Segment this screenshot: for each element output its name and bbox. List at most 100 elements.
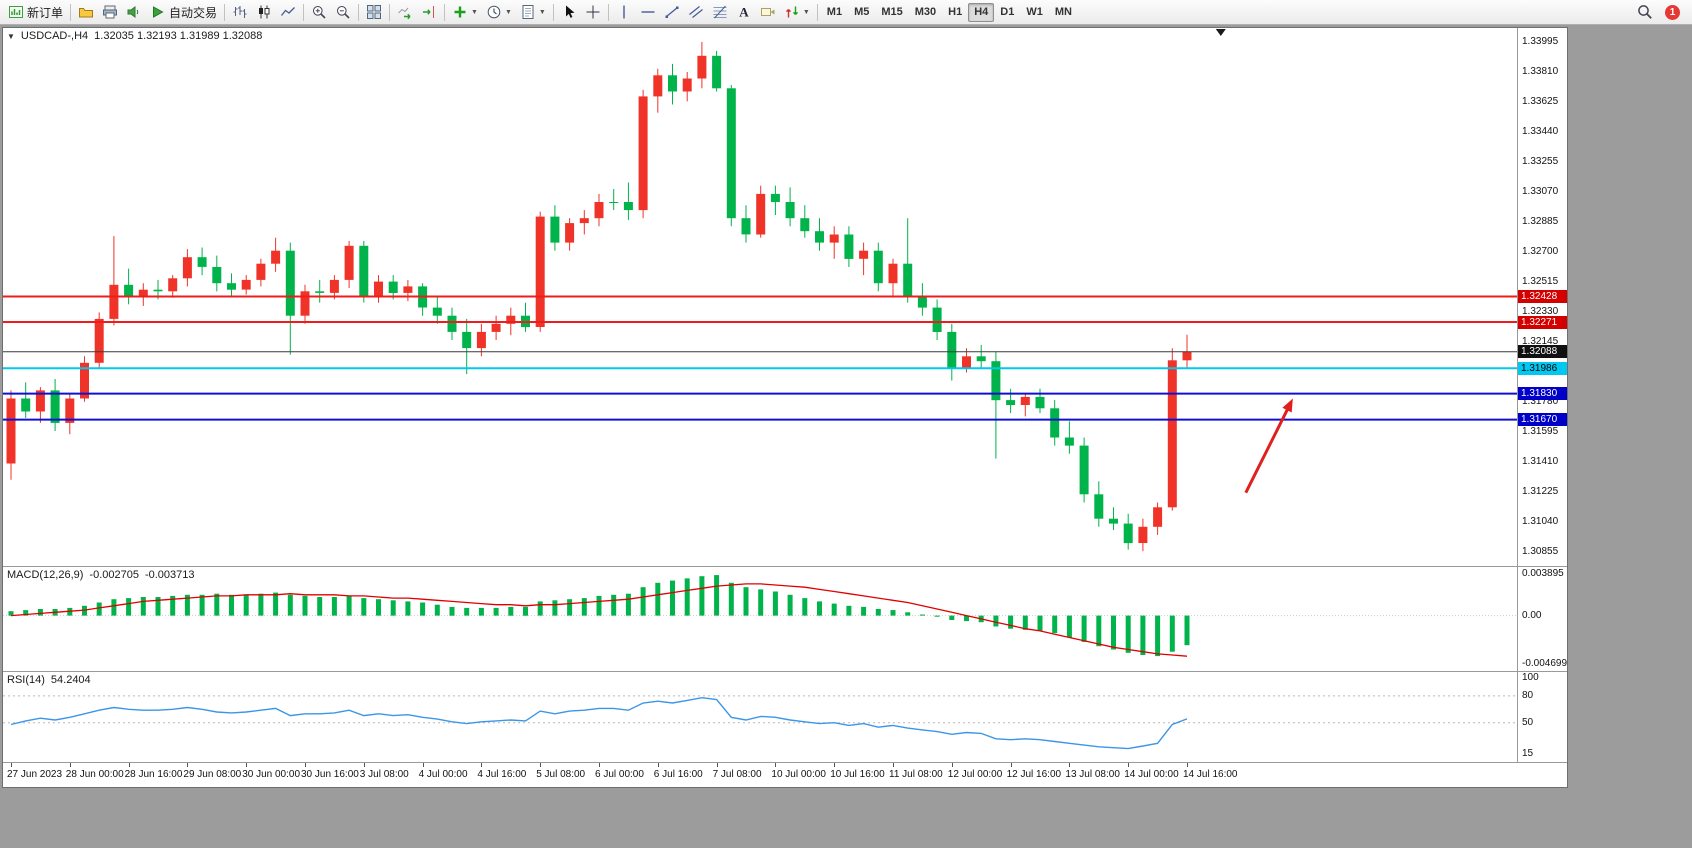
candle-body <box>1167 360 1177 508</box>
time-axis-label: 7 Jul 08:00 <box>712 769 762 780</box>
tile-windows-button[interactable] <box>362 2 386 23</box>
new-order-button[interactable]: 新订单 <box>4 2 67 23</box>
label_icon-icon <box>760 8 775 16</box>
macd-panel[interactable]: MACD(12,26,9) -0.002705 -0.003713 <box>3 567 1517 671</box>
macd-histogram-bar <box>596 595 602 616</box>
trendline-button[interactable] <box>660 2 684 23</box>
cursor-button[interactable] <box>557 2 581 23</box>
auto-trading-label: 自动交易 <box>169 5 218 20</box>
candle-body <box>35 390 45 412</box>
crosshair-icon <box>586 5 600 19</box>
candle-body <box>903 263 913 297</box>
toolbar-separator <box>70 3 72 21</box>
chart-shift-marker[interactable] <box>1215 29 1226 36</box>
line-chart-mode-button[interactable] <box>276 2 300 23</box>
candle-body <box>991 361 1001 401</box>
timeframe-button-h1[interactable]: H1 <box>948 6 963 18</box>
time-axis-tick <box>481 763 483 767</box>
price-chart-canvas[interactable] <box>3 28 1517 566</box>
macd-histogram-bar <box>184 594 190 616</box>
chevron-down-icon: ▼ <box>538 8 546 16</box>
fibonacci-button[interactable] <box>708 2 732 23</box>
price-chart-panel[interactable]: ▼ USDCAD-,H4 1.32035 1.32193 1.31989 1.3… <box>3 28 1517 566</box>
chart-title: ▼ USDCAD-,H4 1.32035 1.32193 1.31989 1.3… <box>7 30 262 42</box>
chart-symbol-period: USDCAD-,H4 <box>20 30 89 42</box>
auto-trading-button[interactable]: 自动交易 <box>146 2 221 23</box>
candle-body <box>1035 396 1045 409</box>
time-axis-label: 12 Jul 16:00 <box>1006 769 1062 780</box>
candle-body <box>403 286 413 293</box>
candle-body <box>712 55 722 89</box>
one-click-trading-toggle[interactable]: ▼ <box>7 31 15 41</box>
bar-chart-mode-button[interactable] <box>228 2 252 23</box>
candlestick-mode-button[interactable] <box>252 2 276 23</box>
alerts-button[interactable] <box>122 2 146 23</box>
timeframe-button-m30[interactable]: M30 <box>914 6 937 18</box>
arrow-annotation-head[interactable] <box>1282 398 1293 413</box>
panel-separator[interactable] <box>3 671 1567 672</box>
arrow-objects-button[interactable]: ▼ <box>780 2 814 23</box>
time-axis-tick <box>305 763 306 767</box>
timeframe-button-d1[interactable]: D1 <box>1000 6 1015 18</box>
time-axis[interactable]: 27 Jun 2023 28 Jun 00:00 28 Jun 16:00 29 Ju… <box>3 763 1567 787</box>
equidistant-channel-button[interactable] <box>684 2 708 23</box>
rsi-panel[interactable]: RSI(14) 54.2404 <box>3 672 1517 762</box>
vertical-line-button[interactable] <box>612 2 636 23</box>
rsi-value: 54.2404 <box>50 674 91 686</box>
horizontal-line-button[interactable] <box>636 2 660 23</box>
timeframe-button-w1[interactable]: W1 <box>1026 6 1043 18</box>
timeframe-button-h4[interactable]: H4 <box>968 2 995 22</box>
text-button[interactable]: A <box>732 2 756 23</box>
timeframe-button-m15[interactable]: M15 <box>881 6 903 18</box>
macd-histogram-bar <box>846 605 852 616</box>
macd-histogram-bar <box>302 595 308 616</box>
zoom-out-button[interactable] <box>331 2 355 23</box>
time-axis-label: 13 Jul 08:00 <box>1065 769 1120 780</box>
notification-badge[interactable]: 1 <box>1665 4 1680 20</box>
time-axis-tick <box>187 763 189 767</box>
macd-histogram-bar <box>919 614 925 616</box>
text-label-button[interactable] <box>756 2 780 23</box>
macd-histogram-bar <box>655 582 661 616</box>
channel-icon <box>688 6 703 18</box>
search-button[interactable] <box>1633 2 1657 23</box>
profiles-button[interactable] <box>74 2 98 23</box>
time-axis-tick <box>1069 763 1071 767</box>
timeframe-button-m5[interactable]: M5 <box>854 6 870 18</box>
panel-separator[interactable] <box>3 566 1567 567</box>
time-axis-label: 6 Jul 00:00 <box>595 769 644 780</box>
macd-histogram-bar <box>890 610 896 616</box>
auto-scroll-button[interactable] <box>393 2 417 23</box>
candle-body <box>462 331 472 349</box>
timeframe-button-m1[interactable]: M1 <box>826 6 843 18</box>
clock-icon <box>487 5 501 19</box>
candle-body <box>682 78 692 92</box>
rsi-canvas[interactable] <box>3 672 1517 762</box>
macd-histogram-bar <box>199 594 205 616</box>
panel-separator[interactable] <box>3 762 1567 763</box>
chevron-down-icon: ▼ <box>504 8 512 16</box>
time-axis-label: 14 Jul 00:00 <box>1124 769 1179 780</box>
candle-body <box>1153 507 1163 527</box>
rsi-axis-label: 80 <box>1522 689 1534 701</box>
macd-canvas[interactable] <box>3 567 1517 671</box>
macd-histogram-bar <box>611 594 617 616</box>
chart-shift-button[interactable] <box>417 2 441 23</box>
periods-button[interactable]: ▼ <box>482 2 516 23</box>
candles-icon <box>259 5 270 19</box>
price-axis-label: 1.33440 <box>1522 126 1559 138</box>
text-icon: A <box>739 5 749 20</box>
price-axis-label: 1.32700 <box>1522 246 1559 258</box>
print-button[interactable] <box>98 2 122 23</box>
svg-text:A: A <box>739 5 749 20</box>
crosshair-button[interactable] <box>581 2 605 23</box>
macd-histogram-bar <box>96 602 102 616</box>
zoom-in-button[interactable] <box>307 2 331 23</box>
indicators-button[interactable]: ▼ <box>448 2 482 23</box>
templates-button[interactable]: ▼ <box>516 2 550 23</box>
candle-body <box>138 289 148 297</box>
timeframe-button-mn[interactable]: MN <box>1054 6 1072 18</box>
toolbar-separator <box>224 3 226 21</box>
arrow-annotation-shaft[interactable] <box>1244 405 1291 494</box>
price-axis[interactable]: 1.33995 1.33810 1.33625 1.33440 1.33255 1.330… <box>1517 28 1567 566</box>
